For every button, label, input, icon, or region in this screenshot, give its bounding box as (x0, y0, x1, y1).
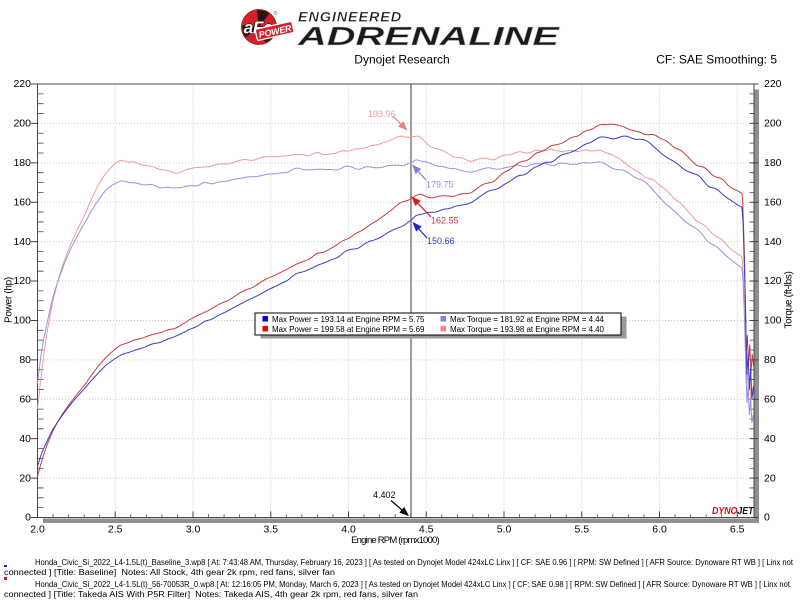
svg-text:Max Torque = 181.92 at Engine: Max Torque = 181.92 at Engine RPM = 4.44 (450, 315, 605, 324)
svg-text:60: 60 (19, 394, 31, 406)
svg-text:20: 20 (19, 472, 31, 484)
svg-text:DYNOJET: DYNOJET (712, 506, 754, 517)
svg-text:4.5: 4.5 (419, 524, 434, 536)
svg-text:200: 200 (764, 118, 782, 130)
svg-text:120: 120 (764, 275, 782, 287)
svg-text:40: 40 (19, 433, 31, 445)
svg-text:Power (hp): Power (hp) (4, 277, 15, 323)
svg-text:180: 180 (764, 157, 782, 169)
svg-text:Engine RPM (rpmx1000): Engine RPM (rpmx1000) (351, 535, 439, 546)
svg-text:ENGINEERED: ENGINEERED (298, 10, 402, 25)
svg-text:Max Torque = 193.98 at Engine: Max Torque = 193.98 at Engine RPM = 4.40 (450, 325, 605, 334)
svg-text:160: 160 (13, 196, 31, 208)
svg-text:60: 60 (764, 394, 776, 406)
svg-text:5.5: 5.5 (574, 524, 589, 536)
svg-text:140: 140 (764, 236, 782, 248)
svg-text:3.0: 3.0 (186, 524, 201, 536)
svg-text:CF: SAE Smoothing: 5: CF: SAE Smoothing: 5 (656, 53, 777, 67)
svg-text:0: 0 (25, 512, 31, 524)
svg-text:193.96: 193.96 (368, 109, 396, 119)
svg-text:6.5: 6.5 (730, 524, 745, 536)
svg-text:150.66: 150.66 (427, 236, 455, 246)
svg-text:140: 140 (13, 236, 31, 248)
svg-text:162.55: 162.55 (431, 216, 459, 226)
svg-text:2.0: 2.0 (30, 524, 45, 536)
svg-text:100: 100 (764, 315, 782, 327)
svg-text:80: 80 (19, 354, 31, 366)
svg-text:Max Power = 193.14 at Engine R: Max Power = 193.14 at Engine RPM = 5.75 (272, 315, 425, 324)
svg-text:0: 0 (764, 512, 770, 524)
svg-text:3.5: 3.5 (263, 524, 278, 536)
svg-text:20: 20 (764, 472, 776, 484)
svg-text:Dynojet Research: Dynojet Research (354, 53, 449, 67)
svg-text:4.402: 4.402 (373, 490, 396, 500)
svg-text:40: 40 (764, 433, 776, 445)
svg-text:120: 120 (13, 275, 31, 287)
svg-text:Torque (ft-lbs): Torque (ft-lbs) (784, 271, 795, 328)
svg-text:220: 220 (13, 78, 31, 90)
svg-text:179.75: 179.75 (426, 180, 454, 190)
svg-text:4.0: 4.0 (341, 524, 356, 536)
svg-text:80: 80 (764, 354, 776, 366)
svg-text:100: 100 (13, 315, 31, 327)
svg-text:5.0: 5.0 (497, 524, 512, 536)
svg-text:160: 160 (764, 196, 782, 208)
svg-text:200: 200 (13, 118, 31, 130)
svg-text:Max Power = 199.58 at Engine R: Max Power = 199.58 at Engine RPM = 5.69 (272, 325, 425, 334)
svg-text:180: 180 (13, 157, 31, 169)
svg-text:220: 220 (764, 78, 782, 90)
svg-text:®: ® (274, 10, 278, 17)
svg-text:ADRENALINE: ADRENALINE (296, 21, 560, 51)
svg-text:6.0: 6.0 (652, 524, 667, 536)
svg-text:2.5: 2.5 (108, 524, 123, 536)
